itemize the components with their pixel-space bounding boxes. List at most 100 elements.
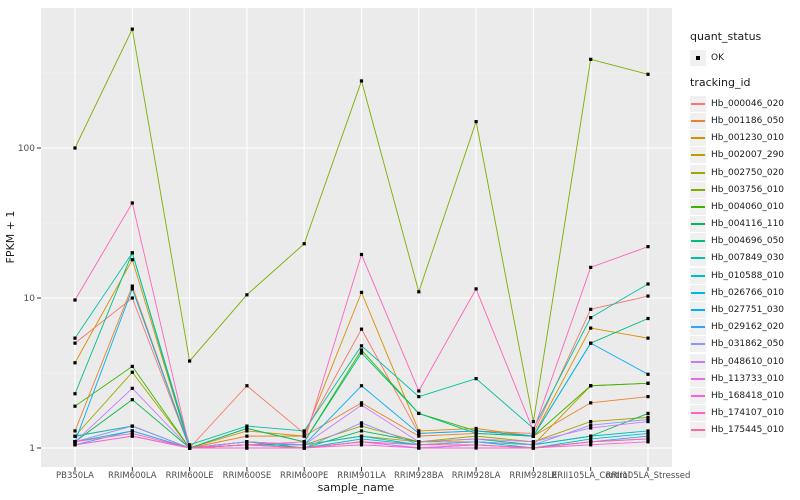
data-point: [130, 296, 134, 300]
data-point: [474, 431, 478, 436]
data-point: [589, 426, 593, 430]
data-point: [589, 443, 593, 447]
data-point: [531, 443, 535, 447]
x-tick-label: RRIM928BA: [394, 471, 444, 481]
data-point: [417, 429, 421, 433]
x-tick-label: RRIM928LA: [452, 471, 501, 481]
data-point: [417, 431, 421, 436]
x-tick-label: PB350LA: [56, 471, 94, 481]
data-point: [302, 446, 306, 450]
data-point: [646, 372, 650, 376]
data-point: [245, 446, 249, 450]
legend-title-tracking-id: tracking_id: [690, 76, 751, 90]
series-color-swatch: [691, 240, 705, 243]
legend-key-box: [690, 405, 706, 422]
data-point: [245, 429, 249, 433]
series-color-swatch: [691, 343, 705, 346]
data-point: [188, 446, 192, 450]
series-color-swatch: [691, 137, 705, 140]
data-point: [646, 316, 650, 321]
data-point: [302, 431, 306, 436]
data-point: [531, 419, 535, 424]
data-point: [302, 434, 306, 438]
legend-item-label: Hb_001230_010: [711, 133, 785, 144]
data-point: [646, 294, 650, 298]
data-point: [73, 336, 77, 340]
series-color-swatch: [691, 257, 705, 260]
legend-item-label: Hb_007849_030: [711, 253, 785, 264]
data-point: [245, 443, 249, 447]
legend-item-Hb_175445_010: Hb_175445_010: [690, 422, 800, 439]
legend-key-box: [690, 422, 706, 439]
legend-item-label: Hb_001186_050: [711, 115, 785, 126]
data-point: [474, 426, 478, 431]
data-point: [73, 440, 77, 444]
legend-item-label: Hb_004116_110: [711, 219, 785, 230]
data-point: [417, 446, 421, 450]
data-point: [188, 443, 192, 447]
legend-item-label: Hb_002750_020: [711, 167, 785, 178]
series-color-swatch: [691, 188, 705, 191]
data-points: [73, 27, 650, 450]
data-point: [130, 27, 134, 31]
legend-item-Hb_004116_110: Hb_004116_110: [690, 216, 800, 233]
data-point: [130, 201, 134, 205]
data-point: [589, 384, 593, 388]
legend-item-label: Hb_113733_010: [711, 373, 785, 384]
legend-item-label: Hb_003756_010: [711, 184, 785, 195]
data-point: [359, 429, 364, 433]
legend-item-label: Hb_004696_050: [711, 236, 785, 247]
data-point: [474, 443, 478, 447]
data-point: [188, 359, 192, 363]
legend-item-label: Hb_010588_010: [711, 270, 785, 281]
x-tick-label: RRIM928LE: [509, 471, 557, 481]
data-point: [417, 290, 421, 294]
legend-quant-status: quant_status OK: [690, 30, 800, 66]
legend-item-Hb_031862_050: Hb_031862_050: [690, 336, 800, 353]
data-point: [589, 326, 593, 330]
axis-ticks: [37, 147, 649, 471]
data-point: [417, 395, 421, 399]
data-point: [130, 429, 134, 433]
data-point: [646, 415, 650, 419]
data-point: [73, 429, 77, 433]
legend-item-label: Hb_004060_010: [711, 201, 785, 212]
data-point: [130, 287, 134, 291]
legend-item-label: Hb_002007_290: [711, 150, 785, 161]
data-point: [474, 437, 478, 441]
data-point: [474, 446, 478, 450]
legend-item-label: Hb_000046_020: [711, 98, 785, 109]
legend-item-Hb_000046_020: Hb_000046_020: [690, 95, 800, 112]
data-point: [589, 419, 593, 424]
data-point: [417, 389, 421, 393]
legend-item-Hb_010588_010: Hb_010588_010: [690, 267, 800, 284]
y-tick-label: 10: [24, 294, 36, 304]
legend-key-box: [690, 387, 706, 404]
legend-item-Hb_007849_030: Hb_007849_030: [690, 250, 800, 267]
data-point: [73, 434, 77, 438]
data-point: [130, 398, 134, 402]
series-color-swatch: [691, 223, 705, 226]
data-point: [589, 423, 593, 427]
data-point: [73, 298, 77, 302]
data-point: [417, 434, 421, 438]
data-point: [646, 434, 650, 438]
data-point: [73, 341, 77, 345]
data-point: [646, 245, 650, 249]
legend-title-quant-status: quant_status: [690, 30, 762, 43]
series-color-swatch: [691, 394, 705, 397]
series-color-swatch: [691, 291, 705, 294]
data-point: [589, 57, 593, 61]
data-point: [359, 290, 364, 294]
x-tick-label: RRIM600SE: [223, 471, 272, 481]
data-point: [302, 429, 306, 433]
data-point: [130, 434, 134, 438]
data-point: [589, 401, 593, 405]
data-point: [531, 426, 535, 431]
data-point: [359, 403, 364, 407]
data-point: [359, 351, 364, 355]
legend-item-label: Hb_026766_010: [711, 287, 785, 298]
series-color-swatch: [691, 326, 705, 329]
legend-key-box: [690, 284, 706, 301]
